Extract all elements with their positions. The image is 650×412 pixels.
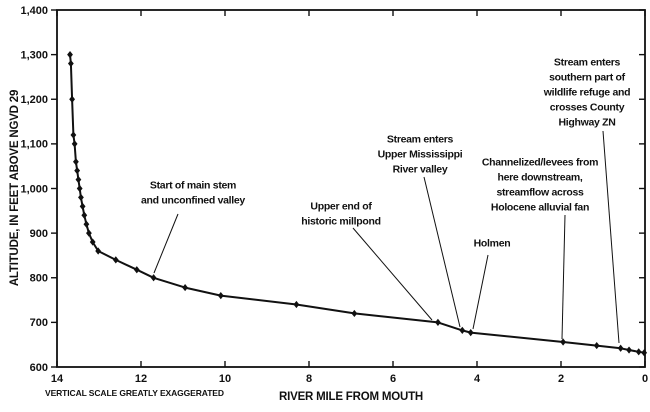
y-tick-label: 700	[30, 317, 48, 329]
data-point-marker	[78, 193, 84, 202]
data-point-marker	[217, 292, 224, 300]
annotation-leader-wildlife-refuge-highway-zn	[602, 130, 620, 344]
data-point-marker	[73, 158, 79, 166]
vertical-scale-note: VERTICAL SCALE GREATLY EXAGGERATED	[45, 388, 224, 398]
x-tick-label: 12	[135, 373, 147, 385]
annotation-leader-channelized-levees	[561, 214, 566, 340]
annotation-text-holmen: Holmen	[474, 238, 511, 250]
x-tick-label: 4	[474, 373, 481, 385]
data-point-marker	[89, 238, 96, 246]
annotation-leader-upper-end-of-historic-millpond	[352, 227, 433, 321]
data-point-marker	[133, 266, 140, 274]
data-point-marker	[86, 229, 92, 237]
data-point-marker	[67, 59, 74, 68]
data-point-marker	[76, 184, 83, 193]
data-point-marker	[351, 309, 358, 318]
data-point-marker	[69, 95, 76, 103]
data-point-marker	[641, 349, 648, 357]
y-tick-label: 800	[30, 273, 48, 285]
data-point-marker	[617, 344, 624, 352]
annotation-leader-stream-enters-upper-mississippi	[423, 176, 461, 328]
data-point-marker	[71, 140, 78, 148]
annotation-text-channelized-levees: Channelized/levees from here downstream, s…	[482, 157, 598, 214]
data-point-marker	[593, 341, 600, 350]
annotation-text-wildlife-refuge-highway-zn: Stream enters southern part of wildlife re…	[543, 57, 630, 129]
annotation-text-start-of-main-stem: Start of main stem and unconfined valley	[141, 180, 245, 207]
data-point-marker	[74, 167, 81, 175]
y-tick-label: 1,100	[20, 139, 48, 151]
y-tick-label: 1,200	[20, 94, 48, 106]
x-tick-label: 6	[390, 373, 396, 385]
annotation-text-upper-end-of-historic-millpond: Upper end of historic millpond	[301, 201, 381, 228]
data-point-marker	[79, 202, 86, 210]
annotation-leader-holmen	[472, 254, 489, 330]
annotation-text-stream-enters-upper-mississippi: Stream enters Upper Mississippi River vall…	[378, 134, 463, 176]
data-point-marker	[95, 247, 102, 255]
y-tick-label: 1,300	[20, 49, 48, 61]
data-point-marker	[75, 175, 82, 184]
data-point-marker	[467, 329, 474, 337]
data-point-marker	[635, 348, 642, 356]
data-point-marker	[293, 300, 300, 309]
data-point-marker	[182, 283, 188, 292]
annotation-leader-start-of-main-stem	[153, 213, 179, 274]
x-tick-label: 8	[306, 373, 312, 385]
data-point-marker	[83, 220, 90, 228]
data-point-marker	[459, 326, 466, 335]
y-tick-label: 900	[30, 228, 48, 240]
data-point-marker	[70, 131, 77, 139]
y-axis-title: ALTITUDE, IN FEET ABOVE NGVD 29	[9, 89, 21, 287]
data-point-marker	[67, 51, 73, 59]
data-point-marker	[81, 211, 88, 219]
data-point-marker	[626, 346, 632, 354]
y-tick-label: 1,000	[20, 183, 48, 195]
x-tick-label: 0	[642, 373, 648, 385]
data-point-marker	[150, 274, 157, 282]
x-tick-label: 2	[558, 373, 564, 385]
data-point-marker	[560, 338, 566, 346]
data-point-marker	[112, 256, 119, 264]
x-tick-label: 14	[51, 373, 64, 385]
x-tick-label: 10	[219, 373, 231, 385]
y-tick-label: 1,400	[20, 5, 48, 17]
data-point-marker	[435, 318, 441, 326]
y-tick-label: 600	[30, 362, 48, 374]
x-axis-title: RIVER MILE FROM MOUTH	[278, 391, 424, 403]
